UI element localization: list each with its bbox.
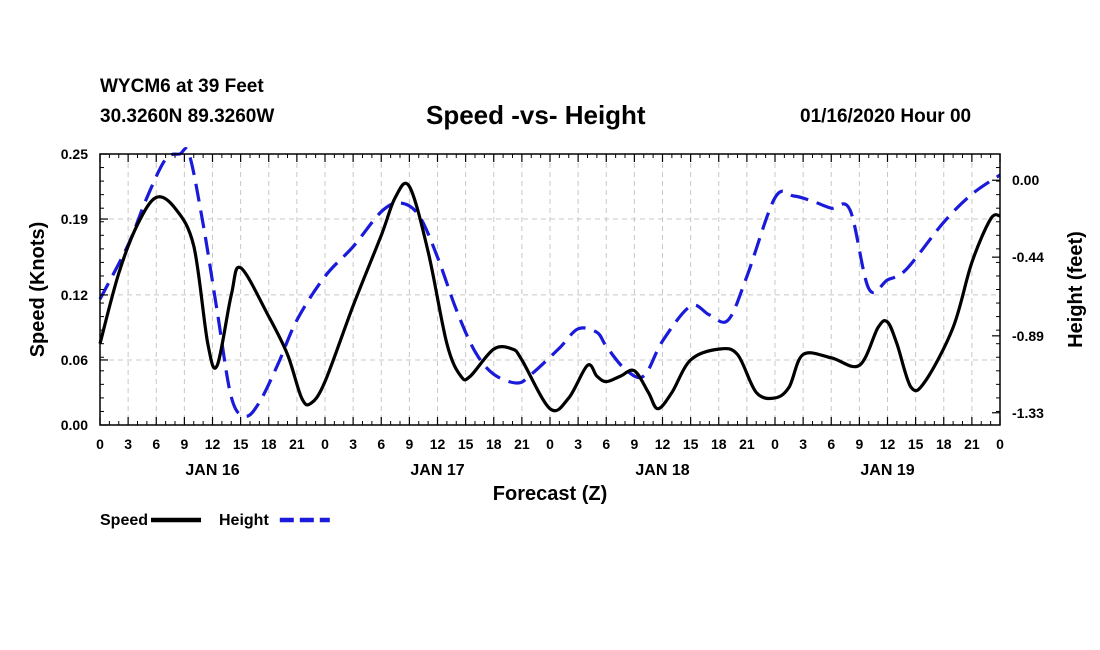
x-tick-label: 18 — [936, 436, 952, 452]
station-coordinates: 30.3260N 89.3260W — [100, 106, 275, 127]
left-tick-label: 0.19 — [61, 211, 88, 227]
day-label: JAN 17 — [410, 462, 464, 479]
right-tick-label: -1.33 — [1012, 405, 1044, 421]
series-line-height — [98, 147, 1001, 418]
left-axis-title: Speed (Knots) — [27, 222, 49, 358]
day-label: JAN 18 — [635, 462, 689, 479]
right-tick-label: 0.00 — [1012, 172, 1039, 188]
x-tick-label: 12 — [880, 436, 896, 452]
x-tick-label: 3 — [574, 436, 582, 452]
chart-title: Speed -vs- Height — [426, 100, 646, 130]
day-label: JAN 16 — [185, 462, 239, 479]
right-tick-label: -0.44 — [1012, 249, 1044, 265]
x-tick-label: 12 — [430, 436, 446, 452]
x-tick-label: 0 — [321, 436, 329, 452]
x-tick-label: 6 — [152, 436, 160, 452]
x-tick-label: 15 — [458, 436, 474, 452]
left-tick-label: 0.12 — [61, 287, 88, 303]
x-tick-label: 3 — [349, 436, 357, 452]
legend-label-height: Height — [219, 512, 269, 529]
x-tick-label: 9 — [405, 436, 413, 452]
grid — [100, 154, 1000, 425]
x-tick-label: 21 — [739, 436, 755, 452]
legend-label-speed: Speed — [100, 512, 148, 529]
x-tick-label: 15 — [233, 436, 249, 452]
x-tick-label: 3 — [124, 436, 132, 452]
x-tick-label: 0 — [96, 436, 104, 452]
x-tick-label: 0 — [996, 436, 1004, 452]
series-line-speed — [98, 181, 1001, 413]
x-tick-label: 15 — [908, 436, 924, 452]
x-axis-title: Forecast (Z) — [493, 483, 607, 505]
right-tick-label: -0.89 — [1012, 328, 1044, 344]
station-name: WYCM6 at 39 Feet — [100, 76, 264, 97]
x-tick-label: 3 — [799, 436, 807, 452]
x-tick-label: 12 — [655, 436, 671, 452]
x-tick-label: 0 — [546, 436, 554, 452]
legend: Speed Height — [100, 512, 330, 529]
x-tick-label: 9 — [180, 436, 188, 452]
left-tick-label: 0.06 — [61, 352, 88, 368]
x-tick-label: 21 — [289, 436, 305, 452]
series-lines — [98, 147, 1001, 418]
x-tick-label: 21 — [514, 436, 530, 452]
x-tick-label: 9 — [855, 436, 863, 452]
x-tick-label: 0 — [771, 436, 779, 452]
x-tick-label: 15 — [683, 436, 699, 452]
left-tick-label: 0.25 — [61, 146, 88, 162]
run-time: 01/16/2020 Hour 00 — [800, 106, 972, 127]
x-tick-label: 9 — [630, 436, 638, 452]
x-tick-label: 12 — [205, 436, 221, 452]
x-tick-label: 6 — [827, 436, 835, 452]
axis-labels: 0 3 6 9 12 15 18 21 0 3 6 9 12 15 18 21 0 3 6 9 12 15 18 21 0 3 6 9… — [27, 146, 1087, 505]
axis-ticks — [99, 153, 1001, 426]
x-tick-label: 21 — [964, 436, 980, 452]
x-tick-label: 6 — [377, 436, 385, 452]
x-tick-label: 6 — [602, 436, 610, 452]
x-tick-label: 18 — [711, 436, 727, 452]
x-tick-label: 18 — [261, 436, 277, 452]
left-tick-label: 0.00 — [61, 417, 88, 433]
x-tick-label: 18 — [486, 436, 502, 452]
day-label: JAN 19 — [860, 462, 914, 479]
right-axis-title: Height (feet) — [1065, 231, 1087, 348]
